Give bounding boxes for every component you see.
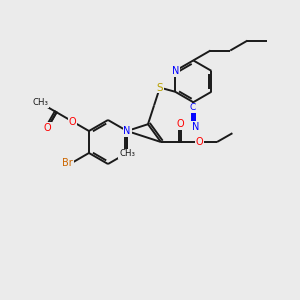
Text: C: C — [189, 103, 195, 112]
Text: O: O — [44, 122, 52, 133]
Text: N: N — [123, 126, 131, 136]
Text: Br: Br — [62, 158, 73, 168]
Text: O: O — [196, 137, 203, 147]
Text: N: N — [192, 122, 199, 132]
Text: O: O — [69, 117, 76, 127]
Text: CH₃: CH₃ — [32, 98, 48, 107]
Text: S: S — [157, 82, 163, 93]
Text: O: O — [177, 119, 184, 129]
Text: CH₃: CH₃ — [119, 149, 135, 158]
Text: N: N — [172, 66, 179, 76]
